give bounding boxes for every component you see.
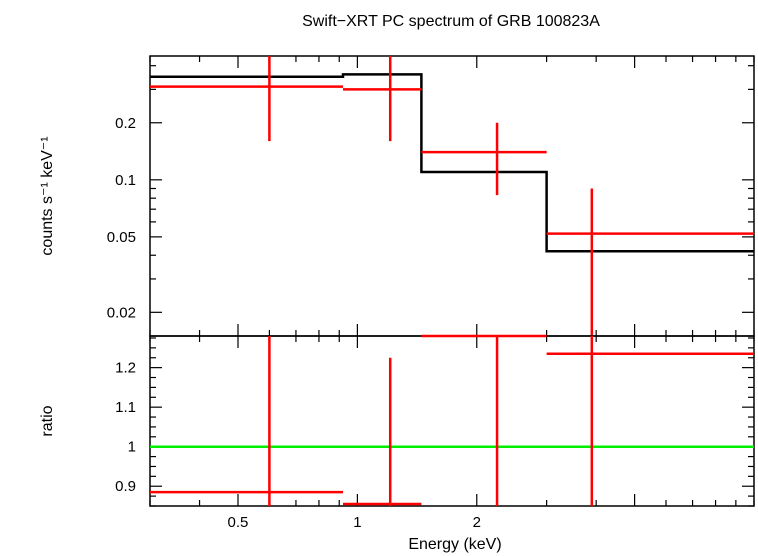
spectrum-panel: 0.02 0.05 0.1 0.2 counts s⁻¹ keV⁻¹ [39, 55, 755, 337]
y-tick-label: 0.1 [115, 172, 136, 189]
chart-title: Swift−XRT PC spectrum of GRB 100823A [302, 13, 600, 30]
ratio-data-points [150, 334, 754, 506]
spectrum-panel-frame [149, 55, 755, 337]
data-point [150, 56, 344, 142]
y-tick-label: 0.9 [115, 478, 136, 495]
ratio-y-axis-label: ratio [39, 405, 56, 436]
data-point [421, 334, 547, 506]
model-step-path [150, 73, 754, 253]
data-point [421, 122, 547, 196]
x-tick-label: 2 [473, 514, 481, 531]
ratio-panel-frame [149, 335, 755, 507]
data-point [150, 336, 344, 506]
x-tick-label: 0.5 [228, 514, 249, 531]
spectrum-y-ticks: 0.02 0.05 0.1 0.2 [107, 65, 754, 321]
y-tick-label: 0.2 [115, 115, 136, 132]
spectrum-data-points [150, 56, 754, 336]
y-tick-label: 0.05 [107, 229, 136, 246]
y-tick-label: 1.2 [115, 360, 136, 377]
data-point [546, 188, 754, 336]
model-step-line [150, 73, 754, 253]
data-point [343, 56, 422, 142]
y-tick-label: 1.1 [115, 399, 136, 416]
ratio-y-ticks: 0.9 1 1.1 1.2 [115, 337, 754, 507]
y-tick-label: 0.02 [107, 304, 136, 321]
x-axis-label: Energy (keV) [408, 536, 501, 553]
data-point [546, 336, 754, 506]
spectrum-x-ticks [149, 56, 755, 336]
ratio-panel: 0.9 1 1.1 1.2 0.5 1 2 ratio Energy (keV) [39, 334, 755, 553]
data-point [343, 357, 422, 506]
x-tick-label: 1 [353, 514, 361, 531]
spectrum-y-axis-label: counts s⁻¹ keV⁻¹ [39, 136, 56, 255]
y-tick-label: 1 [128, 439, 136, 456]
ratio-x-ticks: 0.5 1 2 [149, 336, 755, 531]
